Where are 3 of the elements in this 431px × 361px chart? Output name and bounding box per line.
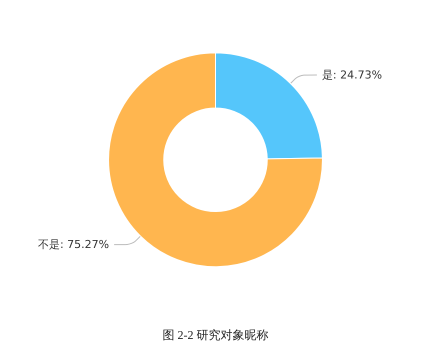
- slice-label: 不是: 75.27%: [38, 238, 110, 252]
- slice-label: 是: 24.73%: [322, 68, 382, 82]
- caption: 图 2-2 研究对象昵称: [162, 328, 268, 342]
